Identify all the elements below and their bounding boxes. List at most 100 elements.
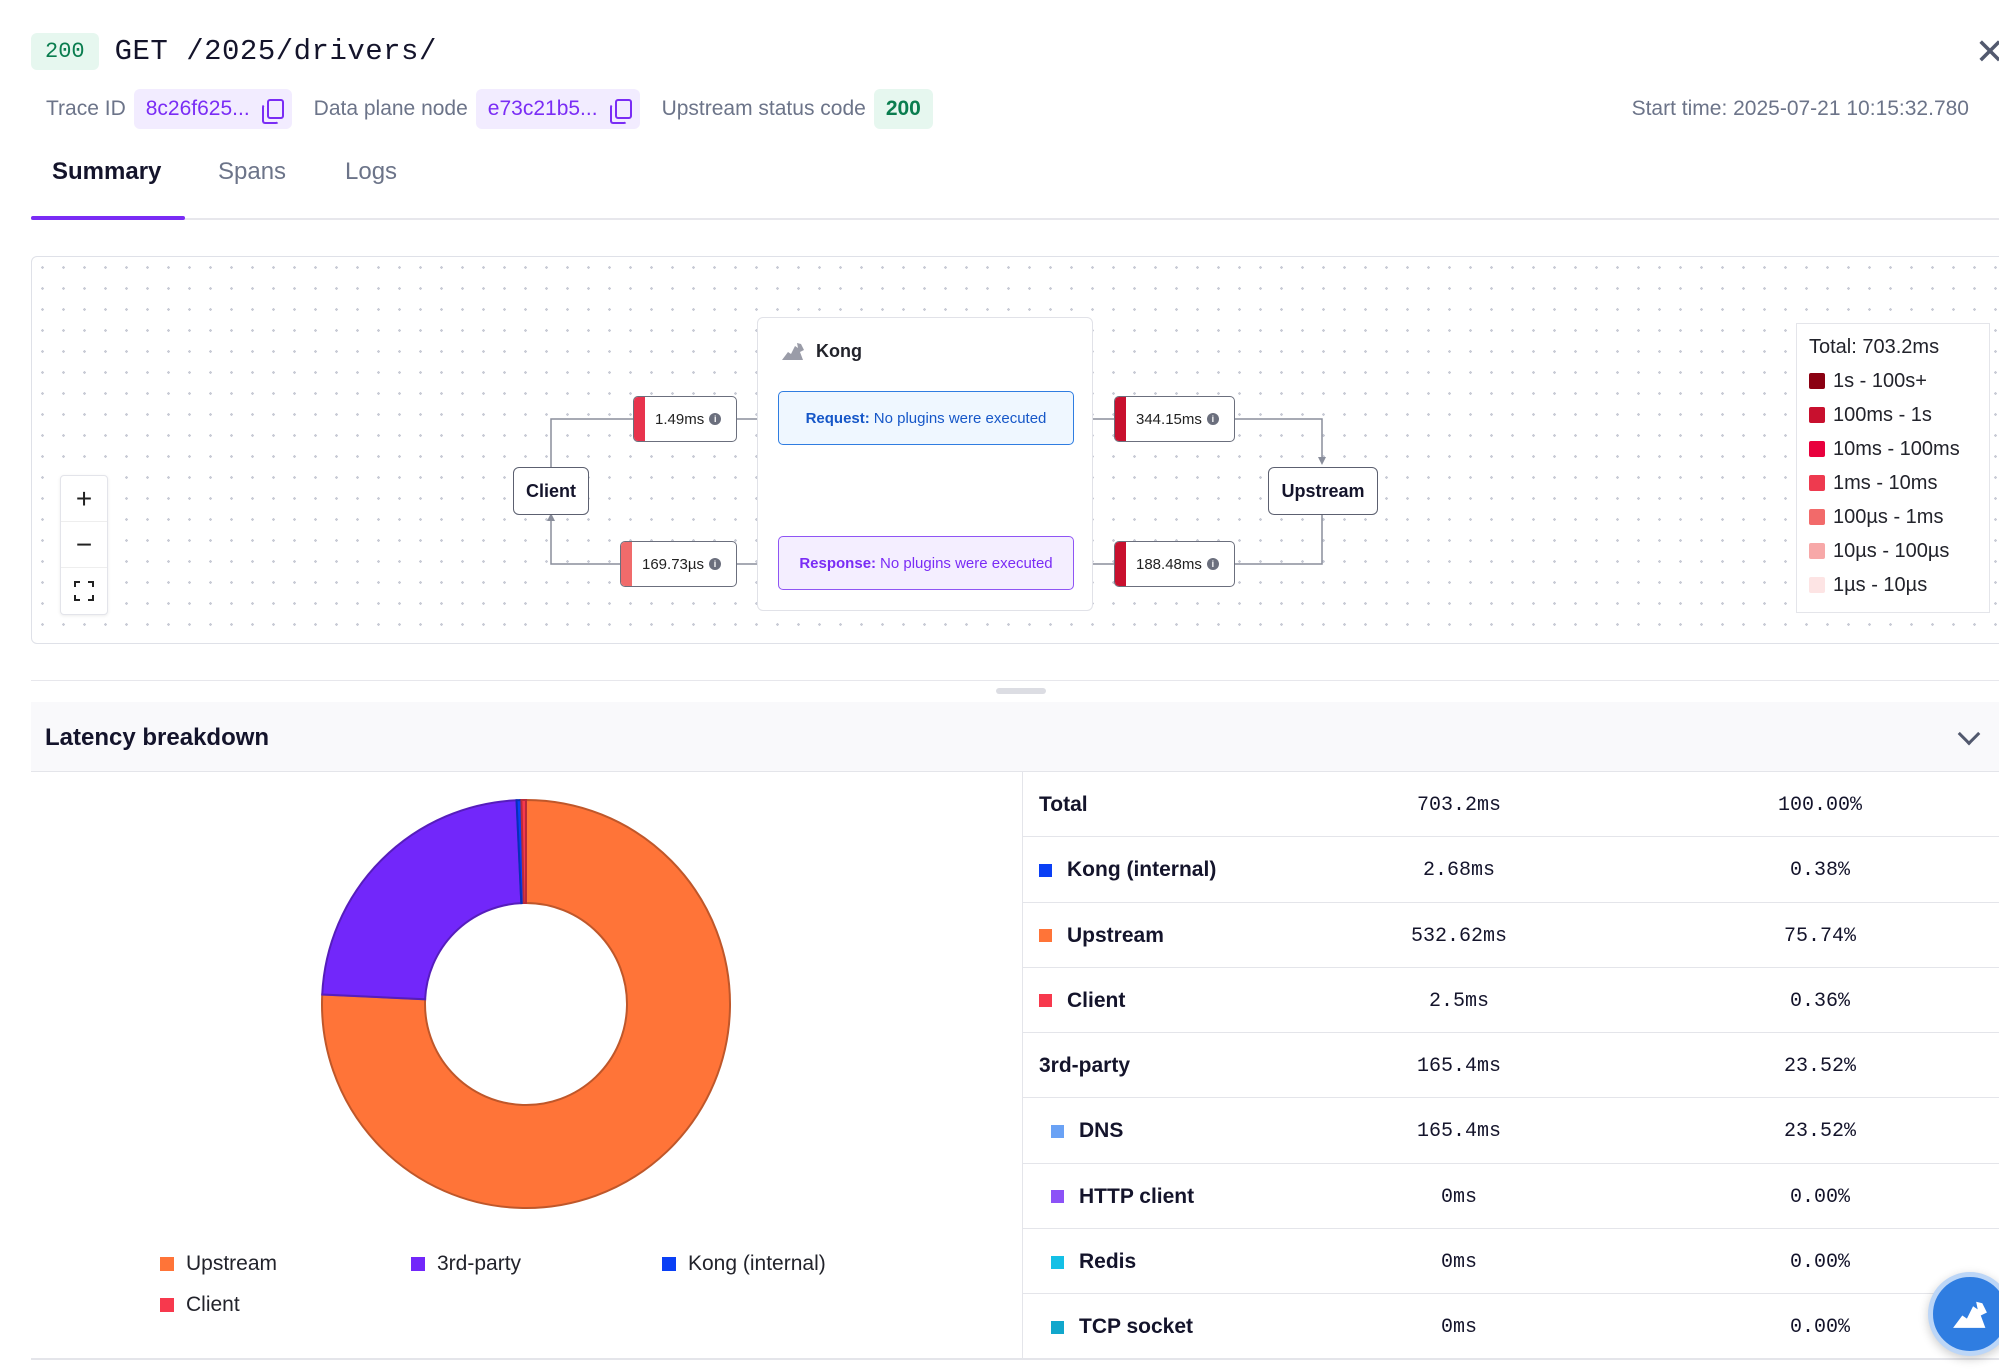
- legend-total: Total: 703.2ms: [1809, 336, 1940, 358]
- pie-legend-upstream[interactable]: Upstream: [160, 1252, 277, 1276]
- row-percent: 0.00%: [1789, 1316, 1850, 1340]
- row-label: Upstream: [1067, 923, 1164, 947]
- response-plugins-box[interactable]: Response: No plugins were executed: [778, 536, 1074, 590]
- info-icon[interactable]: i: [709, 413, 722, 425]
- flow-canvas[interactable]: + − Client Upstream 1.49ms i 344.15ms i …: [31, 256, 1999, 644]
- fit-view-icon: [74, 581, 94, 601]
- donut-slice-upstream[interactable]: [321, 798, 731, 1209]
- pie-legend-3rd-party[interactable]: 3rd-party: [411, 1252, 521, 1276]
- latency-client-to-kong[interactable]: 1.49ms i: [633, 396, 737, 442]
- node-chip[interactable]: e73c21b5...: [475, 89, 640, 129]
- trace-meta: Trace ID 8c26f625... Data plane node e73…: [46, 88, 933, 130]
- tab-spans[interactable]: Spans: [218, 158, 287, 185]
- copy-icon[interactable]: [261, 99, 284, 124]
- status-code-badge: 200: [31, 32, 99, 70]
- bottom-divider: [31, 1358, 1999, 1360]
- donut-slice-client[interactable]: [520, 798, 527, 905]
- legend-swatch: [1809, 475, 1825, 491]
- row-label: Total: [1039, 793, 1088, 816]
- row-name: Kong (internal): [1039, 858, 1216, 882]
- trace-id-chip[interactable]: 8c26f625...: [133, 89, 292, 129]
- legend-swatch: [1809, 509, 1825, 525]
- latency-value: 344.15ms: [1136, 410, 1202, 428]
- row-value: 703.2ms: [1416, 794, 1501, 817]
- pie-legend-kong-internal[interactable]: Kong (internal): [662, 1252, 826, 1276]
- legend-swatch: [160, 1298, 174, 1312]
- latency-color-bar: [621, 542, 632, 586]
- latency-donut-chart: [320, 798, 732, 1210]
- table-row: 3rd-party 165.4ms 23.52%: [1023, 1033, 1999, 1099]
- trace-id-value: 8c26f625...: [145, 97, 250, 120]
- row-swatch: [1039, 994, 1052, 1008]
- row-name: Client: [1039, 989, 1125, 1013]
- row-swatch: [1051, 1190, 1064, 1204]
- latency-kong-to-client[interactable]: 169.73µs i: [620, 541, 737, 587]
- legend-range-row: 100ms - 1s: [1809, 398, 1977, 432]
- assistant-button[interactable]: [1928, 1272, 1999, 1356]
- kong-gateway-node[interactable]: Kong Request: No plugins were executed R…: [757, 317, 1093, 611]
- start-time: Start time: 2025-07-21 10:15:32.780: [1631, 97, 1969, 120]
- legend-swatch: [411, 1257, 425, 1271]
- legend-range-row: 100µs - 1ms: [1809, 500, 1977, 534]
- legend-range-row: 10µs - 100µs: [1809, 534, 1977, 568]
- table-row: Client 2.5ms 0.36%: [1023, 968, 1999, 1034]
- trace-id-label: Trace ID: [46, 97, 126, 120]
- chevron-down-icon[interactable]: [1957, 722, 1981, 746]
- row-swatch: [1051, 1320, 1064, 1334]
- latency-breakdown-header[interactable]: Latency breakdown: [31, 702, 1999, 772]
- legend-range-row: 1µs - 10µs: [1809, 568, 1977, 602]
- tab-logs[interactable]: Logs: [345, 158, 398, 185]
- legend-range-row: 10ms - 100ms: [1809, 432, 1977, 466]
- row-value: 165.4ms: [1416, 1055, 1501, 1079]
- resize-handle[interactable]: [996, 688, 1046, 694]
- latency-breakdown-title: Latency breakdown: [45, 724, 270, 751]
- legend-swatch: [1809, 407, 1825, 423]
- zoom-out-button[interactable]: −: [61, 522, 107, 568]
- row-value: 532.62ms: [1410, 924, 1507, 948]
- latency-color-bar: [1115, 397, 1126, 441]
- legend-label: 3rd-party: [437, 1252, 522, 1275]
- response-prefix: Response:: [799, 554, 877, 572]
- row-name: TCP socket: [1051, 1315, 1193, 1339]
- latency-range-legend: Total: 703.2ms 1s - 100s+ 100ms - 1s 10ms …: [1796, 323, 1990, 613]
- close-icon[interactable]: ✕: [1974, 31, 1999, 72]
- row-label: 3rd-party: [1039, 1054, 1131, 1078]
- header: 200 GET /2025/drivers/: [31, 31, 437, 71]
- request-plugins-text: No plugins were executed: [873, 409, 1047, 427]
- kong-label: Kong: [816, 340, 862, 361]
- kong-logo-icon: [782, 343, 804, 360]
- pie-legend-client[interactable]: Client: [160, 1293, 240, 1317]
- client-node[interactable]: Client: [513, 467, 589, 515]
- row-percent: 0.36%: [1789, 989, 1850, 1013]
- legend-range-label: 1s - 100s+: [1833, 369, 1927, 392]
- row-percent: 100.00%: [1777, 794, 1862, 817]
- latency-kong-to-upstream[interactable]: 344.15ms i: [1114, 396, 1235, 442]
- upstream-node[interactable]: Upstream: [1268, 467, 1378, 515]
- request-title: GET /2025/drivers/: [114, 34, 437, 68]
- copy-icon[interactable]: [609, 99, 632, 124]
- row-swatch: [1039, 929, 1052, 943]
- table-row: Upstream 532.62ms 75.74%: [1023, 903, 1999, 968]
- donut-slice-3rd-party[interactable]: [321, 799, 523, 1001]
- kong-header: Kong: [780, 340, 862, 362]
- kong-assistant-icon: [1953, 1301, 1987, 1328]
- latency-color-bar: [634, 397, 645, 441]
- row-percent: 75.74%: [1783, 924, 1856, 948]
- zoom-in-button[interactable]: +: [61, 476, 107, 522]
- tab-summary[interactable]: Summary: [52, 158, 162, 185]
- info-icon[interactable]: i: [1206, 558, 1219, 570]
- latency-upstream-to-kong[interactable]: 188.48ms i: [1114, 541, 1235, 587]
- row-percent: 23.52%: [1783, 1055, 1856, 1079]
- row-value: 0ms: [1440, 1185, 1477, 1209]
- request-plugins-box[interactable]: Request: No plugins were executed: [778, 391, 1074, 445]
- row-swatch: [1051, 1255, 1064, 1269]
- legend-swatch: [662, 1257, 676, 1271]
- row-percent: 0.38%: [1789, 859, 1850, 883]
- legend-range-row: 1ms - 10ms: [1809, 466, 1977, 500]
- row-value: 2.68ms: [1422, 859, 1495, 883]
- fit-view-button[interactable]: [61, 568, 107, 614]
- info-icon[interactable]: i: [709, 558, 722, 570]
- table-row: DNS 165.4ms 23.52%: [1023, 1098, 1999, 1164]
- legend-swatch: [1809, 543, 1825, 559]
- info-icon[interactable]: i: [1206, 413, 1219, 425]
